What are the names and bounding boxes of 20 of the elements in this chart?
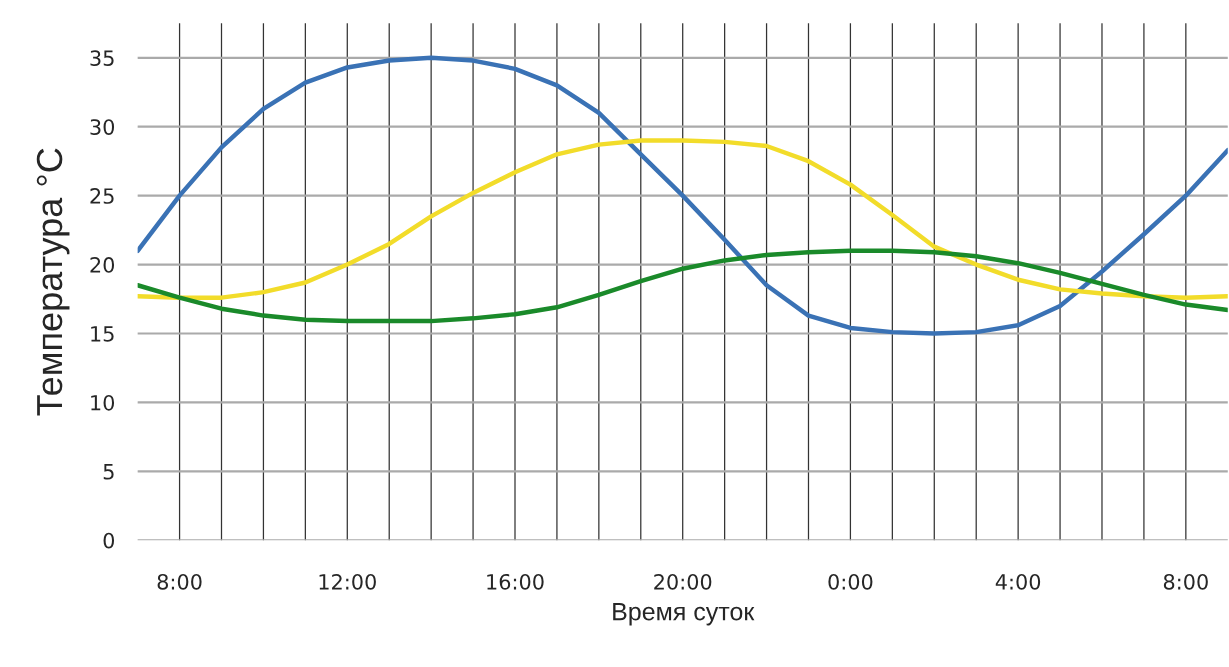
x-tick-label: 0:00: [828, 573, 873, 590]
y-tick-label: 15: [91, 326, 114, 342]
x-tick-label: 20:00: [654, 573, 712, 590]
x-tick-label: 8:00: [157, 573, 202, 590]
x-axis-title: Время суток: [613, 603, 755, 626]
x-tick-label: 12:00: [319, 573, 376, 590]
line-series: [137, 248, 1228, 324]
line-series: [137, 55, 1228, 336]
line-series: [137, 138, 1228, 300]
y-tick-label: 10: [91, 394, 115, 411]
y-tick-label: 35: [90, 50, 114, 67]
x-tick-label: 8:00: [1163, 573, 1208, 590]
y-tick-label: 5: [103, 464, 114, 480]
y-tick-label: 20: [90, 257, 115, 273]
y-tick-label: 25: [90, 188, 114, 204]
x-tick-label: 4:00: [995, 573, 1041, 590]
x-tick-label: 16:00: [487, 573, 544, 590]
y-tick-label: 30: [90, 119, 115, 135]
y-axis-title: Температура °C: [36, 148, 70, 416]
y-tick-label: 0: [103, 532, 115, 549]
